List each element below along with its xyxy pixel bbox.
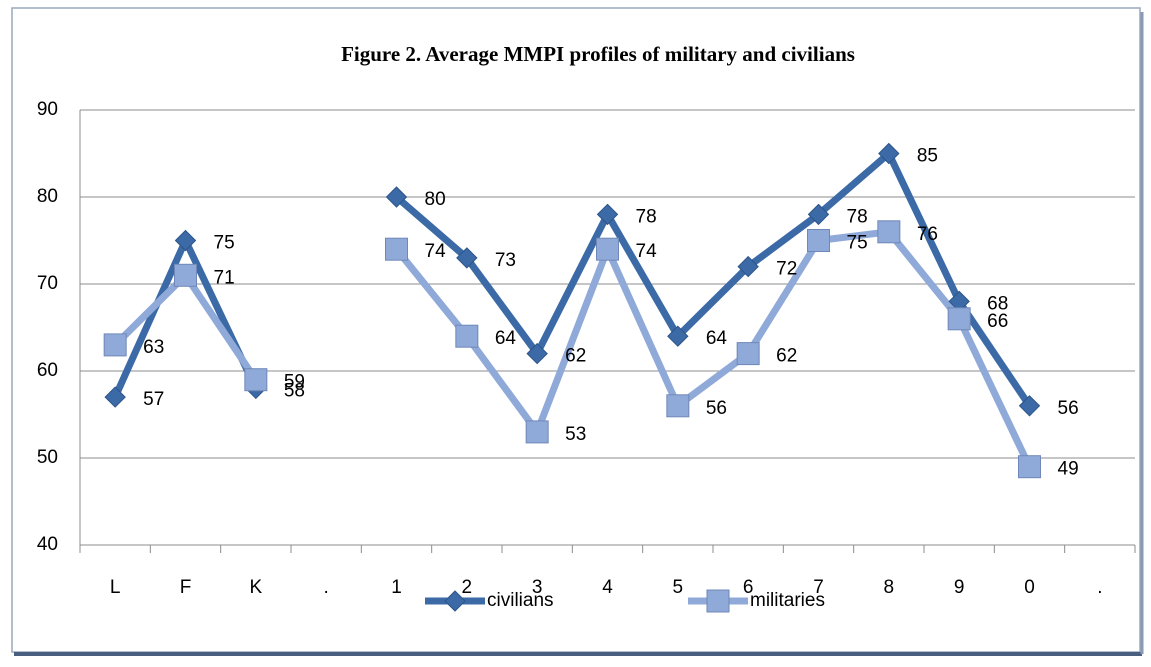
point: [525, 420, 549, 444]
point: [244, 368, 268, 392]
data-label: 66: [987, 311, 1008, 332]
point: [807, 203, 830, 226]
data-label: 75: [214, 233, 235, 254]
data-label: 64: [706, 328, 728, 349]
data-label: 56: [706, 398, 727, 419]
x-tick-label: 4: [602, 577, 613, 598]
x-tick-label: 5: [673, 577, 684, 598]
y-tick-label: 80: [37, 186, 58, 207]
x-tick-label: .: [1097, 577, 1102, 598]
point: [455, 324, 479, 348]
x-tick-label: 6: [743, 577, 754, 598]
point: [174, 229, 197, 252]
point: [174, 263, 197, 287]
data-label: 57: [143, 389, 164, 410]
data-label: 64: [495, 328, 517, 349]
data-label: 78: [636, 206, 657, 227]
x-tick-label: 9: [954, 577, 965, 598]
data-label: 49: [1058, 459, 1079, 480]
data-label: 62: [565, 346, 586, 367]
data-label: 78: [847, 206, 868, 227]
point: [385, 237, 408, 261]
point: [667, 325, 689, 347]
data-label: 80: [425, 189, 446, 210]
data-label: 56: [1058, 398, 1079, 419]
x-tick-label: 7: [813, 577, 824, 598]
data-label: 74: [636, 241, 658, 262]
point: [736, 342, 760, 366]
data-label: 71: [214, 267, 235, 288]
point: [1018, 395, 1041, 417]
x-tick-label: 2: [462, 577, 473, 598]
x-tick-label: 1: [391, 577, 402, 598]
x-tick-label: 8: [884, 577, 895, 598]
point: [456, 247, 478, 269]
y-tick-label: 60: [37, 360, 58, 381]
point: [526, 342, 548, 365]
y-tick-label: 90: [37, 99, 58, 120]
data-label: 85: [917, 146, 938, 167]
point: [596, 203, 619, 226]
point: [596, 237, 619, 261]
point: [807, 229, 830, 252]
data-label: 72: [776, 259, 797, 280]
point: [104, 386, 126, 408]
data-label: 73: [495, 250, 516, 271]
x-tick-label: 0: [1024, 577, 1035, 598]
point: [385, 186, 408, 208]
data-label: 62: [776, 346, 797, 367]
point: [666, 394, 690, 418]
point: [947, 307, 971, 331]
x-tick-label: K: [249, 577, 262, 598]
point: [878, 142, 900, 165]
point: [444, 590, 466, 612]
y-tick-label: 50: [37, 447, 58, 468]
data-label: 58: [284, 380, 305, 401]
chart-title: Figure 2. Average MMPI profiles of milit…: [341, 42, 855, 66]
x-tick-label: .: [324, 577, 329, 598]
data-label: 75: [847, 233, 868, 254]
y-tick-label: 70: [37, 273, 58, 294]
data-label: 53: [565, 424, 586, 445]
data-label: 68: [987, 293, 1008, 314]
data-label: 74: [425, 241, 447, 262]
point: [1018, 455, 1041, 479]
legend-label: militaries: [750, 590, 825, 611]
point: [737, 255, 759, 278]
data-label: 76: [917, 224, 938, 245]
x-tick-label: 3: [532, 577, 543, 598]
point: [103, 333, 127, 357]
x-tick-label: L: [110, 577, 121, 598]
y-tick-label: 40: [37, 534, 58, 555]
x-tick-label: F: [180, 577, 192, 598]
data-label: 59: [284, 372, 305, 393]
legend-label: civilians: [487, 590, 554, 611]
point: [706, 589, 730, 613]
point: [877, 220, 901, 244]
data-label: 63: [143, 337, 164, 358]
